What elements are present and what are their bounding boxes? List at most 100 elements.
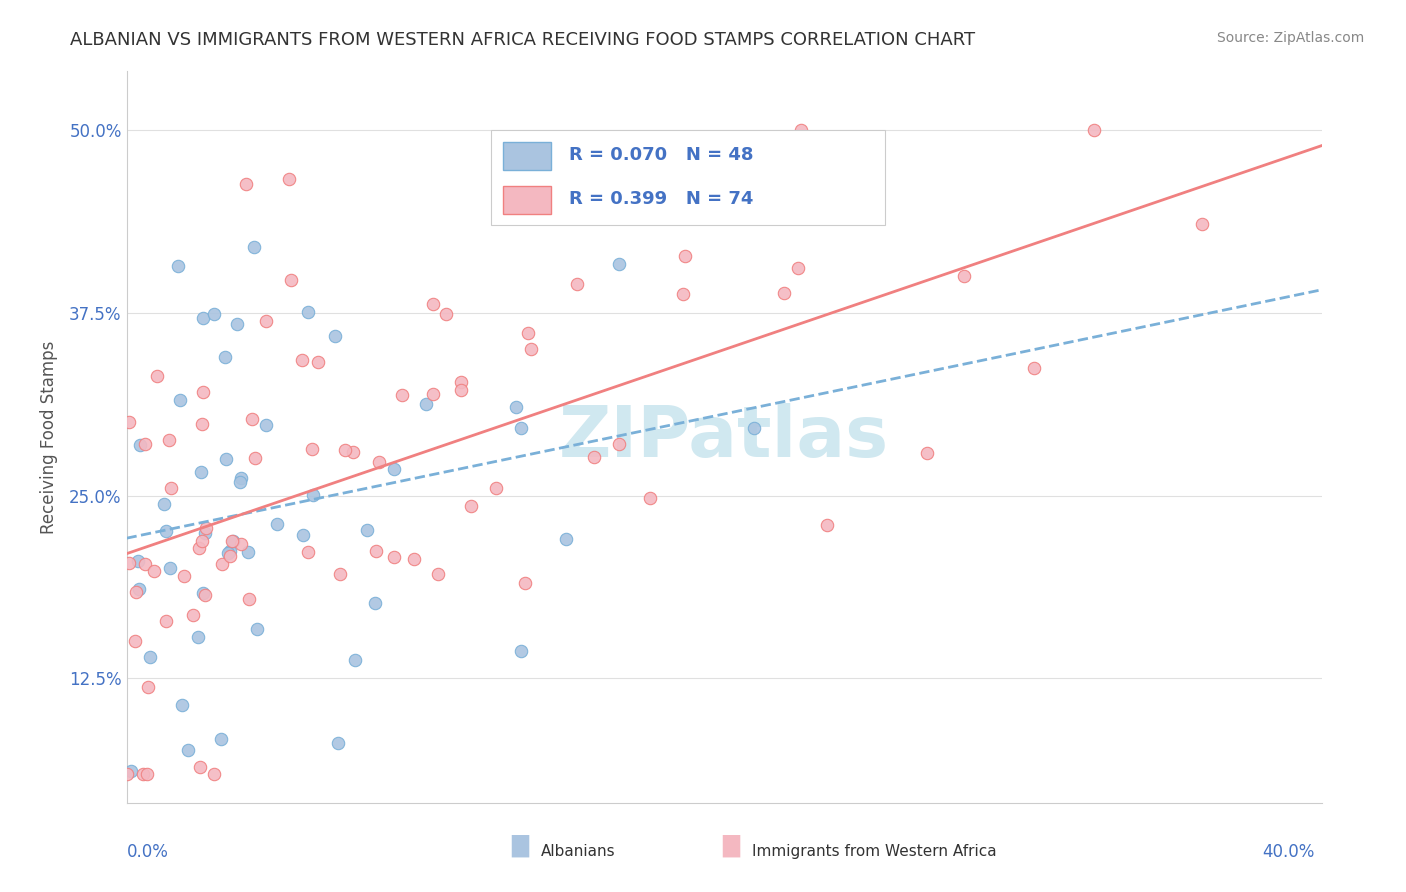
- Point: [422, 297, 444, 311]
- Point: [790, 123, 813, 137]
- Text: █: █: [723, 835, 740, 857]
- Point: [364, 543, 387, 558]
- Point: [342, 445, 364, 459]
- Point: [181, 607, 204, 622]
- Point: [191, 586, 214, 600]
- Text: ALBANIAN VS IMMIGRANTS FROM WESTERN AFRICA RECEIVING FOOD STAMPS CORRELATION CHA: ALBANIAN VS IMMIGRANTS FROM WESTERN AFRI…: [70, 31, 976, 49]
- Point: [565, 277, 588, 291]
- Point: [118, 415, 141, 429]
- Point: [291, 527, 314, 541]
- Point: [155, 524, 177, 538]
- Point: [134, 437, 156, 451]
- Y-axis label: Receiving Food Stamps: Receiving Food Stamps: [39, 341, 58, 533]
- Point: [143, 565, 166, 579]
- Point: [146, 369, 169, 384]
- Point: [209, 731, 232, 746]
- Point: [583, 450, 606, 464]
- Point: [139, 650, 162, 665]
- Point: [190, 465, 212, 479]
- Point: [1083, 123, 1105, 137]
- Point: [219, 549, 242, 563]
- Point: [434, 307, 457, 321]
- Point: [132, 766, 155, 780]
- Point: [229, 470, 252, 484]
- Point: [254, 314, 277, 328]
- Text: 40.0%: 40.0%: [1263, 843, 1315, 861]
- Point: [356, 523, 378, 537]
- Point: [422, 386, 444, 401]
- Point: [188, 541, 211, 555]
- Point: [157, 434, 180, 448]
- Point: [1022, 360, 1045, 375]
- Point: [159, 481, 181, 495]
- Point: [278, 172, 301, 186]
- Text: Source: ZipAtlas.com: Source: ZipAtlas.com: [1216, 31, 1364, 45]
- Point: [134, 557, 156, 571]
- Point: [555, 533, 578, 547]
- Point: [167, 259, 190, 273]
- Point: [202, 766, 225, 780]
- Point: [191, 534, 214, 549]
- Point: [191, 417, 214, 432]
- Point: [235, 178, 257, 192]
- Point: [323, 329, 346, 343]
- Point: [607, 257, 630, 271]
- Point: [194, 525, 217, 540]
- Point: [673, 249, 696, 263]
- Text: R = 0.070   N = 48: R = 0.070 N = 48: [568, 146, 754, 164]
- Point: [787, 260, 810, 275]
- Point: [953, 269, 976, 284]
- Point: [231, 537, 253, 551]
- Point: [217, 546, 239, 560]
- Point: [335, 443, 357, 458]
- Point: [214, 351, 236, 365]
- Point: [368, 455, 391, 469]
- Point: [238, 592, 260, 607]
- Point: [427, 566, 450, 581]
- Point: [1191, 217, 1213, 231]
- Point: [124, 634, 146, 648]
- Point: [125, 585, 148, 599]
- Point: [118, 556, 141, 570]
- Point: [135, 766, 157, 780]
- Text: 0.0%: 0.0%: [127, 843, 169, 861]
- Point: [254, 418, 277, 433]
- Text: Albanians: Albanians: [541, 845, 616, 859]
- Point: [343, 653, 366, 667]
- Point: [326, 736, 349, 750]
- Point: [485, 481, 508, 495]
- Point: [187, 630, 209, 644]
- Point: [128, 582, 150, 596]
- Point: [191, 384, 214, 399]
- Point: [297, 305, 319, 319]
- Point: [364, 596, 387, 610]
- Point: [202, 307, 225, 321]
- Point: [638, 491, 661, 505]
- Point: [772, 285, 794, 300]
- Point: [520, 342, 543, 356]
- Point: [128, 438, 150, 452]
- Point: [229, 475, 252, 489]
- Point: [307, 354, 329, 368]
- Text: R = 0.399   N = 74: R = 0.399 N = 74: [568, 190, 754, 209]
- Point: [211, 558, 233, 572]
- Point: [172, 698, 194, 713]
- Point: [120, 764, 142, 778]
- Point: [127, 554, 149, 568]
- Point: [214, 452, 236, 467]
- Point: [297, 545, 319, 559]
- Text: █: █: [512, 835, 529, 857]
- Point: [672, 287, 695, 301]
- Point: [188, 760, 211, 774]
- Point: [301, 442, 323, 457]
- Text: ZIPatlas: ZIPatlas: [560, 402, 889, 472]
- Point: [173, 569, 195, 583]
- Point: [513, 575, 536, 590]
- Point: [329, 566, 352, 581]
- Point: [266, 516, 288, 531]
- Point: [222, 534, 245, 549]
- Point: [221, 533, 243, 548]
- Point: [917, 446, 939, 460]
- Point: [115, 766, 138, 780]
- Point: [382, 549, 405, 564]
